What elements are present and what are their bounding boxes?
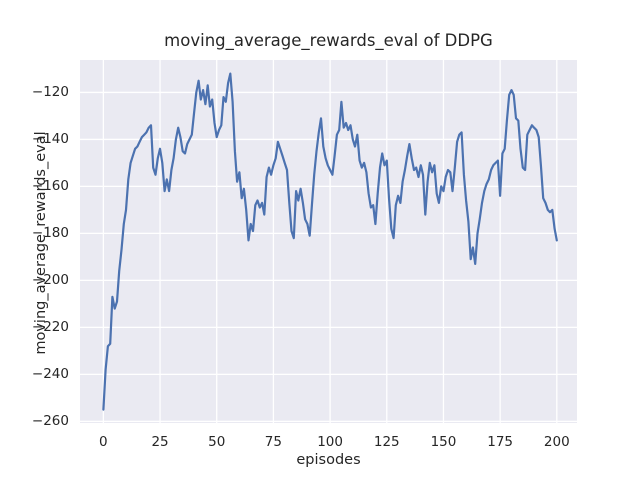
y-tick-label: −200 <box>31 272 69 289</box>
y-tick-label: −140 <box>31 131 69 148</box>
chart-title: moving_average_rewards_eval of DDPG <box>164 31 493 50</box>
x-tick-label: 75 <box>264 434 282 450</box>
data-series-line <box>102 72 558 411</box>
x-tick-label: 50 <box>208 434 226 450</box>
y-tick-label: −220 <box>31 319 69 336</box>
y-tick-label: −240 <box>31 366 69 383</box>
x-tick-label: 100 <box>317 434 343 450</box>
x-tick-label: 125 <box>373 434 400 450</box>
plot-area <box>80 60 577 423</box>
y-tick-label: −120 <box>31 84 69 101</box>
x-axis-label: episodes <box>296 452 361 468</box>
y-tick-label: −260 <box>31 413 69 430</box>
y-tick-label: −160 <box>31 178 69 195</box>
x-tick-label: 200 <box>543 434 570 450</box>
y-tick-label: −180 <box>31 225 69 242</box>
x-tick-label: 25 <box>151 434 169 450</box>
x-tick-label: 150 <box>430 434 457 450</box>
line-plot <box>80 60 577 423</box>
x-tick-label: 175 <box>487 434 514 450</box>
x-tick-label: 0 <box>99 434 108 450</box>
